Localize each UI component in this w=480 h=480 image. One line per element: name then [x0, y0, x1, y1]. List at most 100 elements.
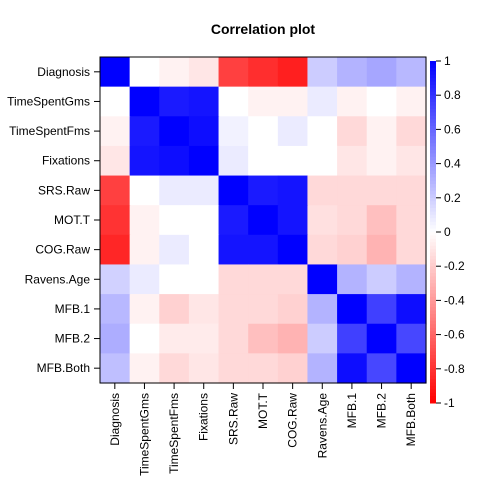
colorbar-segment [430, 122, 436, 127]
colorbar-segment [430, 232, 436, 236]
colorbar-segment [430, 74, 436, 79]
colorbar-segment [430, 214, 436, 219]
colorbar-segment [430, 300, 436, 305]
heatmap-cell [307, 175, 338, 206]
colorbar-segment [430, 238, 436, 243]
colorbar-segment [430, 279, 436, 284]
colorbar-tick-label: 1 [444, 54, 451, 68]
colorbar-segment [430, 170, 436, 175]
colorbar-segment [430, 204, 436, 209]
heatmap-cell [366, 86, 397, 117]
colorbar-segment [430, 399, 436, 404]
colorbar-segment [430, 255, 436, 260]
heatmap-cell [188, 323, 220, 354]
heatmap-cell [277, 57, 309, 88]
colorbar-segment [430, 119, 436, 124]
heatmap-cell [277, 145, 309, 177]
heatmap-cell [307, 116, 338, 147]
heatmap-cell [159, 205, 190, 236]
heatmap-cell [277, 234, 309, 266]
heatmap-cell [396, 116, 427, 147]
heatmap-cell [307, 353, 338, 384]
heatmap-cell [337, 294, 368, 325]
colorbar-tick-label: -0.6 [444, 328, 465, 342]
heatmap-cell [277, 353, 309, 384]
heatmap-cell [248, 145, 279, 177]
heatmap-cell [100, 57, 131, 88]
heatmap-cell [366, 205, 397, 236]
heatmap-cell [366, 264, 397, 295]
heatmap-cell [100, 145, 131, 177]
colorbar-segment [430, 310, 436, 315]
colorbar-segment [430, 314, 436, 318]
heatmap-cell [218, 323, 249, 354]
y-tick-label: TimeSpentFms [9, 124, 90, 138]
colorbar-tick-label: -0.2 [444, 259, 465, 273]
colorbar-segment [430, 143, 436, 147]
colorbar-tick-label: 0.2 [444, 191, 461, 205]
heatmap-cell [188, 294, 220, 325]
colorbar-segment [430, 228, 436, 233]
heatmap-cell [248, 234, 279, 266]
colorbar-segment [430, 91, 436, 96]
colorbar-segment [430, 389, 436, 394]
x-tick-label: Fixations [197, 393, 211, 441]
colorbar-segment [430, 375, 436, 380]
heatmap-cell [129, 353, 160, 384]
colorbar-segment [430, 221, 436, 226]
x-tick-label: MFB.2 [375, 393, 389, 429]
heatmap-cell [248, 323, 279, 354]
colorbar-segment [430, 351, 436, 356]
heatmap-cells [100, 57, 427, 384]
y-tick-label: MFB.Both [37, 361, 90, 375]
heatmap-cell [159, 116, 190, 147]
heatmap-cell [218, 86, 249, 117]
heatmap-cell [129, 205, 160, 236]
heatmap-cell [337, 145, 368, 177]
heatmap-cell [337, 57, 368, 88]
colorbar-segment [430, 197, 436, 202]
x-tick-label: MFB.Both [404, 393, 418, 446]
colorbar-segment [430, 266, 436, 271]
x-tick-label: COG.Raw [286, 393, 300, 448]
heatmap-cell [248, 86, 279, 117]
heatmap-cell [218, 205, 249, 236]
colorbar-segment [430, 307, 436, 312]
heatmap-cell [366, 294, 397, 325]
heatmap-cell [366, 145, 397, 177]
colorbar-tick-label: -0.4 [444, 293, 465, 307]
heatmap-cell [366, 116, 397, 147]
colorbar-segment [430, 81, 436, 86]
colorbar-segment [430, 286, 436, 291]
colorbar-segment [430, 129, 436, 134]
x-tick-label: MFB.1 [345, 393, 359, 429]
colorbar-segment [430, 249, 436, 254]
colorbar-tick-label: 0 [444, 225, 451, 239]
heatmap-cell [188, 353, 220, 384]
colorbar-segment [430, 149, 436, 154]
y-tick-label: SRS.Raw [38, 183, 90, 197]
colorbar-segment [430, 283, 436, 288]
colorbar-segment [430, 379, 436, 383]
colorbar-segment [430, 269, 436, 274]
heatmap-cell [159, 323, 190, 354]
colorbar-segment [430, 396, 436, 401]
heatmap-cell [366, 57, 397, 88]
heatmap-cell [129, 175, 160, 206]
heatmap-cell [248, 57, 279, 88]
colorbar-segment [430, 303, 436, 308]
heatmap-cell [396, 145, 427, 177]
colorbar-segment [430, 273, 436, 277]
heatmap-cell [277, 323, 309, 354]
heatmap-cell [159, 57, 190, 88]
colorbar-segment [430, 78, 436, 83]
colorbar-segment [430, 334, 436, 339]
heatmap-cell [100, 294, 131, 325]
heatmap-cell [396, 294, 427, 325]
colorbar-segment [430, 64, 436, 69]
x-axis-labels: Diagnosis TimeSpentGms TimeSpentFms Fixatio… [108, 383, 418, 476]
colorbar-tick-label: 0.4 [444, 157, 461, 171]
colorbar-segment [430, 136, 436, 141]
colorbar-segment [430, 194, 436, 199]
